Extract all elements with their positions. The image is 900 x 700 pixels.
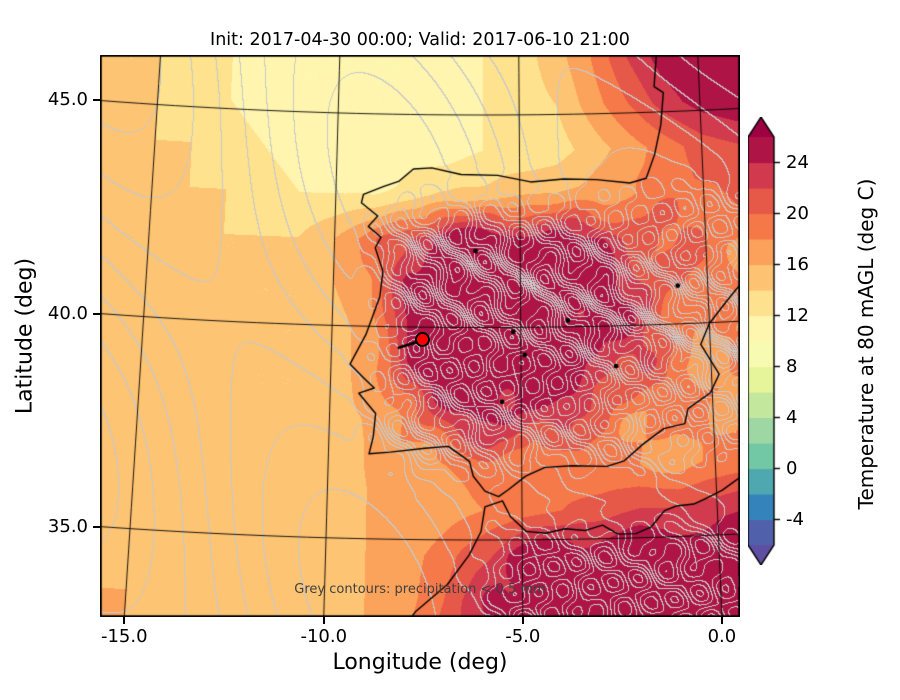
x-tick-label: -5.0 — [505, 626, 541, 647]
y-tick-label: 40.0 — [47, 302, 88, 324]
plot-title: Init: 2017-04-30 00:00; Valid: 2017-06-1… — [210, 30, 630, 50]
colorbar — [748, 117, 784, 565]
x-tick-label: 0.0 — [707, 626, 737, 647]
colorbar-tick-label: 4 — [786, 406, 798, 428]
colorbar-label: Temperature at 80 mAGL (deg C) — [854, 178, 878, 510]
y-tick — [93, 525, 100, 528]
y-tick — [93, 312, 100, 315]
y-tick — [93, 99, 100, 102]
colorbar-tick-label: 20 — [786, 202, 809, 224]
x-tick — [720, 617, 723, 624]
x-tick — [521, 617, 524, 624]
colorbar-tick-label: 16 — [786, 253, 809, 275]
x-tick-label: -10.0 — [300, 626, 348, 647]
map-annotation: Grey contours: precipitation < 0.5 mm — [294, 582, 546, 597]
colorbar-tick-label: 8 — [786, 355, 798, 377]
x-axis-label: Longitude (deg) — [332, 650, 508, 675]
x-tick — [322, 617, 325, 624]
y-axis-label: Latitude (deg) — [12, 257, 38, 415]
station-marker — [414, 332, 430, 348]
x-tick — [123, 617, 126, 624]
y-tick-label: 35.0 — [47, 515, 88, 537]
colorbar-tick-label: -4 — [786, 508, 804, 530]
colorbar-tick-label: 24 — [786, 151, 809, 173]
y-tick-label: 45.0 — [47, 89, 88, 111]
colorbar-tick-label: 0 — [786, 457, 798, 479]
colorbar-tick-label: 12 — [786, 304, 809, 326]
x-tick-label: -15.0 — [100, 626, 148, 647]
